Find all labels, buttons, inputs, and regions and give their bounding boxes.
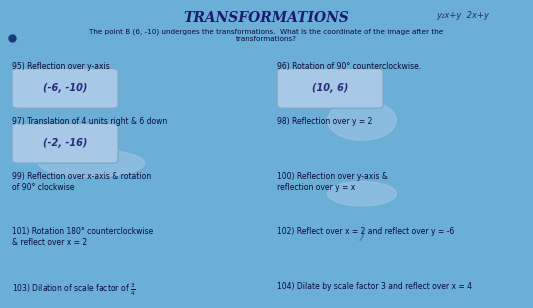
FancyBboxPatch shape [277,69,383,108]
Text: (10, 6): (10, 6) [312,83,348,93]
Text: 101) Rotation 180° counterclockwise
& reflect over x = 2: 101) Rotation 180° counterclockwise & re… [12,227,154,247]
Text: 97) Translation of 4 units right & 6 down: 97) Translation of 4 units right & 6 dow… [12,117,167,126]
Text: ): ) [359,230,365,243]
Text: 104) Dilate by scale factor 3 and reflect over x = 4: 104) Dilate by scale factor 3 and reflec… [277,282,472,291]
Text: 100) Reflection over y-axis &
reflection over y = x: 100) Reflection over y-axis & reflection… [277,172,388,192]
FancyBboxPatch shape [12,69,118,108]
FancyBboxPatch shape [12,124,118,163]
Text: 96) Rotation of 90° counterclockwise.: 96) Rotation of 90° counterclockwise. [277,63,421,71]
Text: The point B (6, -10) undergoes the transformations.  What is the coordinate of t: The point B (6, -10) undergoes the trans… [90,29,443,43]
Text: 103) Dilation of scale factor of $\frac{3}{4}$: 103) Dilation of scale factor of $\frac{… [12,282,135,298]
Circle shape [327,101,397,140]
Text: 95) Reflection over y-axis: 95) Reflection over y-axis [12,63,110,71]
Text: 98) Reflection over y = 2: 98) Reflection over y = 2 [277,117,373,126]
Ellipse shape [327,181,397,206]
Text: TRANSFORMATIONS: TRANSFORMATIONS [184,10,349,25]
Text: (-2, -16): (-2, -16) [43,138,87,148]
Text: 99) Reflection over x-axis & rotation
of 90° clockwise: 99) Reflection over x-axis & rotation of… [12,172,151,192]
Ellipse shape [38,149,144,177]
Text: y₂x+y  2x+y: y₂x+y 2x+y [436,10,489,19]
Text: (-6, -10): (-6, -10) [43,83,87,93]
Text: 102) Reflect over x = 2 and reflect over y = -6: 102) Reflect over x = 2 and reflect over… [277,227,454,236]
